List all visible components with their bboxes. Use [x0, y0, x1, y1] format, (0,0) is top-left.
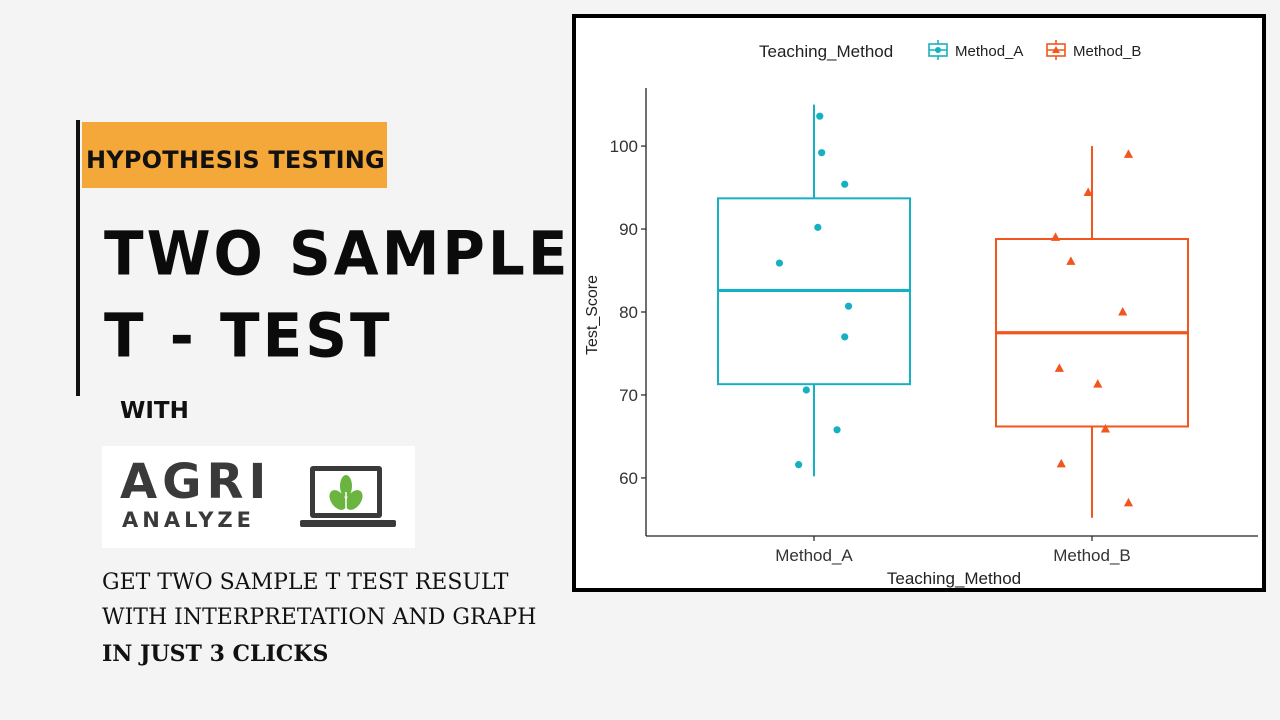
headline-line-1: TWO SAMPLE	[104, 218, 571, 290]
data-point	[1118, 307, 1128, 316]
description-line-2: WITH INTERPRETATION AND GRAPH	[102, 605, 537, 630]
y-tick-label: 70	[619, 386, 638, 405]
accent-bar	[76, 120, 80, 396]
data-point	[1083, 187, 1093, 197]
y-tick-label: 90	[619, 220, 638, 239]
with-label: WITH	[120, 398, 189, 424]
logo-text-analyze: ANALYZE	[122, 508, 255, 532]
chart-boxes	[717, 104, 1189, 518]
y-tick-label: 80	[619, 303, 638, 322]
chart-axes: 60 70 80 90 100 Method_A Method_B	[610, 88, 1258, 565]
laptop-leaf-icon	[300, 466, 396, 527]
data-point	[841, 333, 849, 341]
data-point	[833, 426, 841, 434]
data-point	[1093, 379, 1103, 388]
chart-frame: Teaching_Method Method_A Method_B 60 70 80 9…	[572, 14, 1266, 592]
data-point	[1054, 363, 1064, 372]
description-line-1: GET TWO SAMPLE T TEST RESULT	[102, 570, 509, 595]
data-point	[816, 112, 824, 120]
data-point	[1050, 232, 1061, 241]
agri-analyze-logo: AGRI ANALYZE	[102, 446, 415, 548]
data-point	[775, 259, 784, 267]
y-tick-label: 60	[619, 469, 638, 488]
x-tick-label: Method_A	[775, 546, 853, 565]
legend-label: Method_B	[1073, 43, 1141, 60]
legend-key-marker	[935, 47, 941, 53]
data-point	[841, 180, 849, 188]
legend-key-marker	[1052, 46, 1060, 53]
y-axis-label: Test_Score	[584, 275, 601, 355]
y-tick-label: 100	[610, 137, 638, 156]
data-point	[1066, 256, 1076, 265]
legend-label: Method_A	[955, 43, 1023, 60]
data-point	[1123, 497, 1134, 507]
legend-item: Method_A	[928, 40, 1023, 60]
boxplot-chart: Teaching_Method Method_A Method_B 60 70 80 9…	[584, 40, 1258, 588]
data-point	[802, 386, 810, 394]
legend-title: Teaching_Method	[759, 42, 893, 61]
x-axis-label: Teaching_Method	[887, 569, 1021, 588]
data-point	[844, 302, 853, 310]
data-point	[818, 149, 826, 157]
data-point	[795, 461, 803, 469]
chart-points	[775, 112, 1134, 507]
data-point	[1056, 458, 1066, 468]
description-line-3: IN JUST 3 CLICKS	[102, 641, 329, 667]
data-point	[1100, 423, 1111, 433]
legend-item: Method_B	[1046, 40, 1141, 60]
topic-tag: HYPOTHESIS TESTING	[86, 146, 385, 174]
logo-text-agri: AGRI	[120, 454, 272, 510]
tag-background	[82, 122, 387, 188]
data-point	[814, 223, 822, 231]
data-point	[1123, 149, 1134, 158]
headline-line-2: T - TEST	[104, 300, 393, 372]
chart-legend: Teaching_Method Method_A Method_B	[759, 40, 1141, 61]
x-tick-label: Method_B	[1053, 546, 1131, 565]
